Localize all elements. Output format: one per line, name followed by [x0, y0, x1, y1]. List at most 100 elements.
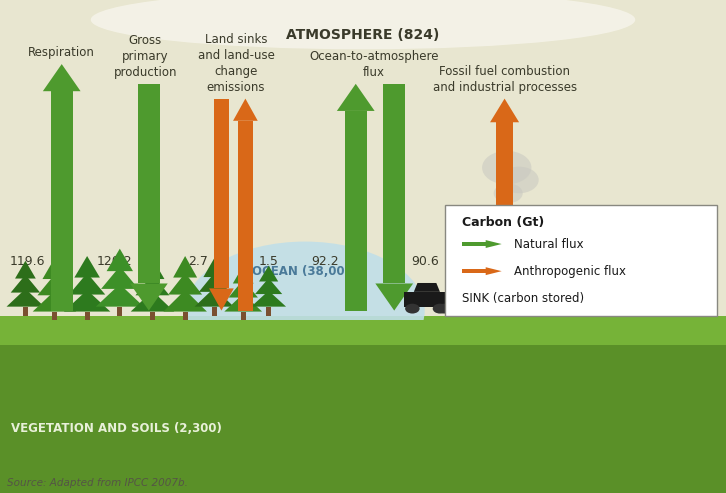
Text: Fossil fuel combustion
and industrial processes: Fossil fuel combustion and industrial pr… — [433, 65, 576, 94]
Polygon shape — [168, 273, 202, 295]
Polygon shape — [43, 64, 81, 91]
Polygon shape — [527, 297, 539, 306]
Polygon shape — [51, 91, 73, 311]
Polygon shape — [414, 283, 440, 292]
Polygon shape — [527, 238, 539, 246]
Polygon shape — [404, 292, 450, 307]
Polygon shape — [501, 238, 513, 246]
Polygon shape — [501, 258, 513, 266]
Polygon shape — [527, 278, 539, 286]
Polygon shape — [74, 256, 100, 278]
Text: Natural flux: Natural flux — [514, 238, 584, 250]
Bar — [0, 316, 726, 493]
Polygon shape — [241, 312, 245, 320]
Bar — [0, 316, 726, 345]
Polygon shape — [84, 312, 90, 320]
Polygon shape — [96, 284, 144, 307]
Text: Anthropogenic flux: Anthropogenic flux — [514, 265, 626, 278]
Text: 7.7: 7.7 — [470, 255, 490, 268]
Polygon shape — [229, 280, 258, 298]
Polygon shape — [486, 240, 502, 248]
Polygon shape — [52, 312, 57, 320]
Polygon shape — [7, 289, 44, 307]
Polygon shape — [199, 273, 229, 292]
Polygon shape — [203, 258, 225, 277]
Polygon shape — [214, 99, 229, 288]
Text: Source: Adapted from IPCC 2007b.: Source: Adapted from IPCC 2007b. — [7, 478, 188, 488]
Polygon shape — [337, 84, 375, 111]
Circle shape — [494, 183, 523, 203]
Text: ATMOSPHERE (824): ATMOSPHERE (824) — [286, 28, 440, 41]
Circle shape — [433, 304, 447, 314]
Polygon shape — [118, 307, 122, 316]
Polygon shape — [462, 242, 486, 246]
Text: 2.7: 2.7 — [189, 255, 208, 268]
Polygon shape — [494, 222, 555, 313]
Polygon shape — [173, 256, 197, 278]
Text: 120.2: 120.2 — [97, 255, 132, 268]
Polygon shape — [131, 291, 174, 312]
Polygon shape — [141, 258, 164, 279]
Text: Carbon (Gt): Carbon (Gt) — [462, 216, 544, 229]
FancyBboxPatch shape — [445, 205, 717, 316]
Polygon shape — [209, 288, 234, 311]
Circle shape — [437, 304, 452, 314]
Ellipse shape — [185, 242, 425, 380]
Polygon shape — [107, 248, 133, 271]
Polygon shape — [233, 266, 253, 283]
Polygon shape — [130, 283, 168, 311]
Circle shape — [499, 167, 539, 193]
Polygon shape — [136, 275, 169, 295]
Polygon shape — [150, 312, 155, 320]
Ellipse shape — [91, 0, 635, 49]
Circle shape — [465, 304, 479, 314]
Text: Ocean-to-atmosphere
flux: Ocean-to-atmosphere flux — [309, 50, 439, 79]
Text: 90.6: 90.6 — [411, 255, 439, 268]
Polygon shape — [345, 111, 367, 311]
Polygon shape — [212, 307, 216, 316]
Polygon shape — [375, 283, 413, 311]
Polygon shape — [138, 84, 160, 283]
Polygon shape — [42, 258, 67, 279]
Text: Land sinks
and land-use
change
emissions: Land sinks and land-use change emissions — [197, 33, 274, 94]
Text: Respiration: Respiration — [28, 46, 95, 59]
Polygon shape — [496, 122, 513, 311]
Text: 92.2: 92.2 — [311, 255, 339, 268]
Circle shape — [482, 151, 531, 184]
Polygon shape — [233, 99, 258, 121]
Polygon shape — [527, 258, 539, 266]
Polygon shape — [501, 297, 513, 306]
Polygon shape — [255, 278, 282, 294]
Polygon shape — [462, 269, 486, 273]
Polygon shape — [64, 290, 110, 312]
Text: SINK (carbon stored): SINK (carbon stored) — [462, 292, 584, 305]
Polygon shape — [195, 288, 234, 307]
Polygon shape — [486, 267, 502, 275]
Circle shape — [405, 304, 420, 314]
Text: 1.5: 1.5 — [258, 255, 278, 268]
Polygon shape — [38, 275, 71, 295]
Polygon shape — [502, 200, 513, 222]
Polygon shape — [490, 99, 519, 122]
Polygon shape — [383, 84, 405, 283]
Polygon shape — [33, 291, 76, 312]
Polygon shape — [23, 307, 28, 316]
Polygon shape — [69, 273, 105, 295]
Polygon shape — [251, 291, 286, 307]
Text: Gross
primary
production: Gross primary production — [113, 34, 177, 79]
Text: VEGETATION AND SOILS (2,300): VEGETATION AND SOILS (2,300) — [11, 423, 221, 435]
Polygon shape — [101, 266, 139, 289]
Polygon shape — [15, 261, 36, 279]
Polygon shape — [238, 121, 253, 311]
Polygon shape — [259, 266, 278, 282]
Polygon shape — [266, 307, 272, 316]
Polygon shape — [446, 283, 472, 292]
Polygon shape — [11, 275, 40, 293]
Polygon shape — [224, 294, 262, 312]
Text: OCEAN (38,000): OCEAN (38,000) — [252, 265, 358, 278]
Text: 119.6: 119.6 — [9, 255, 45, 268]
Polygon shape — [436, 292, 482, 307]
Polygon shape — [501, 278, 513, 286]
Polygon shape — [183, 312, 187, 320]
Polygon shape — [163, 290, 207, 312]
